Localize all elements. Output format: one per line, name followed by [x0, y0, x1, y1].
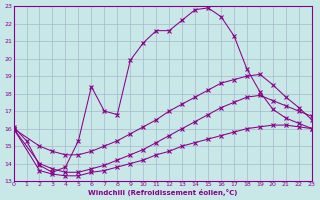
X-axis label: Windchill (Refroidissement éolien,°C): Windchill (Refroidissement éolien,°C)	[88, 189, 237, 196]
